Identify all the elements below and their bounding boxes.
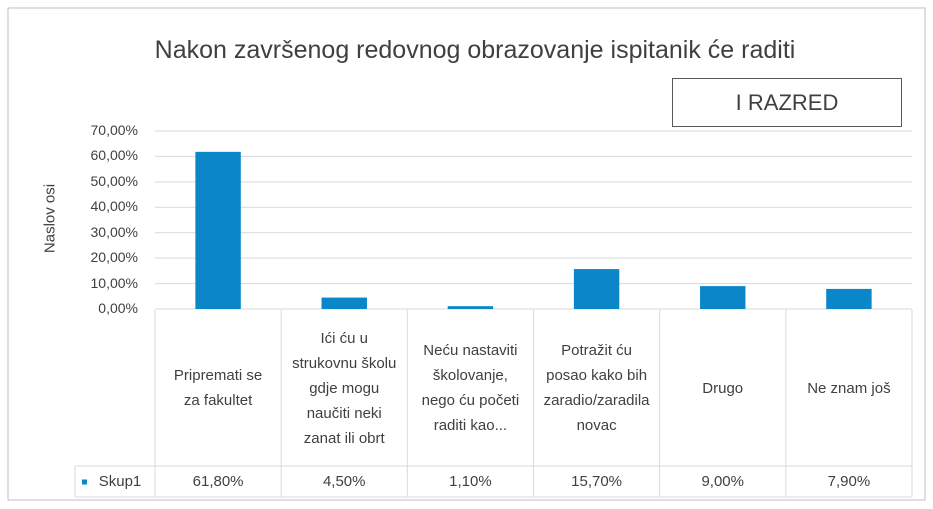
annotation-box: I RAZRED — [672, 78, 902, 127]
data-table-value: 15,70% — [571, 473, 623, 490]
y-tick-label: 20,00% — [90, 249, 138, 266]
category-label: Pripremati se za fakultet — [173, 367, 263, 409]
bar — [195, 151, 241, 309]
chart-title: Nakon završenog redovnog obrazovanje isp… — [154, 36, 796, 64]
data-table-value: 1,10% — [449, 473, 492, 490]
y-tick-label: 40,00% — [90, 198, 138, 215]
bar — [573, 269, 620, 309]
y-axis-title: Naslov osi — [41, 183, 59, 254]
legend-label: Skup1 — [98, 473, 142, 490]
data-table-value: 61,80% — [192, 473, 244, 490]
bar — [447, 306, 494, 309]
y-tick-label: 70,00% — [90, 122, 138, 138]
category-label: Neću nastaviti školovanje, nego ću počet… — [421, 342, 520, 434]
bar — [321, 297, 367, 309]
bar — [700, 286, 746, 309]
category-label: Ne znam još — [807, 379, 891, 397]
category-label: Drugo — [702, 379, 744, 397]
data-table-value: 9,00% — [701, 473, 744, 490]
category-label: Potražit ću posao kako bih zaradio/zarad… — [543, 342, 650, 434]
chart-frame — [7, 7, 926, 501]
category-label: Ići ću u strukovnu školu gdje mogu nauči… — [292, 329, 397, 447]
y-tick-label: 50,00% — [90, 172, 138, 189]
y-tick-label: 0,00% — [98, 300, 138, 316]
y-tick-label: 10,00% — [90, 274, 138, 291]
y-tick-label: 30,00% — [90, 223, 138, 240]
data-table-value: 4,50% — [322, 473, 366, 490]
bar — [826, 288, 872, 309]
legend-key — [82, 479, 87, 485]
data-table-value: 7,90% — [827, 473, 871, 490]
y-tick-label: 60,00% — [90, 147, 138, 164]
